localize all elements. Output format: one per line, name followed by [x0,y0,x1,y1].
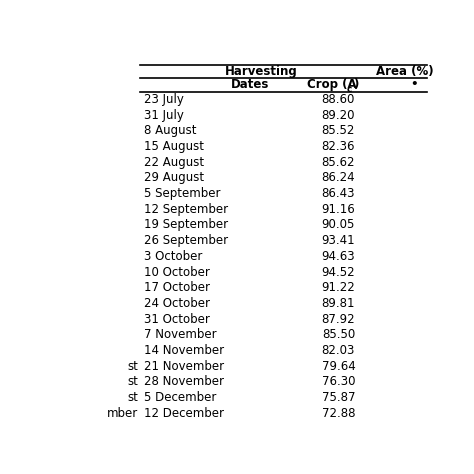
Text: 90.05: 90.05 [322,219,355,231]
Text: 87.92: 87.92 [322,313,355,326]
Text: 3 October: 3 October [144,250,202,263]
Text: st: st [128,391,138,404]
Text: Area (%): Area (%) [376,65,433,78]
Text: 31 October: 31 October [144,313,210,326]
Text: 12 December: 12 December [144,407,224,420]
Text: mber: mber [107,407,138,420]
Text: 19 September: 19 September [144,219,228,231]
Text: 88.60: 88.60 [322,93,355,106]
Text: st: st [128,360,138,373]
Text: 8 August: 8 August [144,124,196,137]
Text: 15 August: 15 August [144,140,204,153]
Text: 29 August: 29 August [144,172,204,184]
Text: Crop (A: Crop (A [307,79,357,91]
Text: 76.30: 76.30 [322,375,355,388]
Text: Dates: Dates [231,79,269,91]
Text: c: c [347,85,352,94]
Text: 79.64: 79.64 [321,360,356,373]
Text: 86.24: 86.24 [322,172,355,184]
Text: 31 July: 31 July [144,109,183,122]
Text: 85.50: 85.50 [322,328,355,341]
Text: 14 November: 14 November [144,344,224,357]
Text: 91.22: 91.22 [321,281,356,294]
Text: 94.63: 94.63 [322,250,355,263]
Text: ): ) [353,79,358,91]
Text: 94.52: 94.52 [322,265,355,279]
Text: 7 November: 7 November [144,328,216,341]
Text: 93.41: 93.41 [322,234,355,247]
Text: 12 September: 12 September [144,203,228,216]
Text: 75.87: 75.87 [322,391,355,404]
Text: st: st [128,375,138,388]
Text: 22 August: 22 August [144,155,204,169]
Text: 86.43: 86.43 [322,187,355,200]
Text: 23 July: 23 July [144,93,183,106]
Text: 24 October: 24 October [144,297,210,310]
Text: Harvesting: Harvesting [225,65,298,78]
Text: 17 October: 17 October [144,281,210,294]
Text: 21 November: 21 November [144,360,224,373]
Text: 89.20: 89.20 [322,109,355,122]
Text: 28 November: 28 November [144,375,224,388]
Text: 91.16: 91.16 [321,203,356,216]
Text: 5 December: 5 December [144,391,216,404]
Text: 10 October: 10 October [144,265,210,279]
Text: 89.81: 89.81 [322,297,355,310]
Text: 5 September: 5 September [144,187,220,200]
Text: 26 September: 26 September [144,234,228,247]
Text: 82.03: 82.03 [322,344,355,357]
Text: 72.88: 72.88 [322,407,355,420]
Text: 82.36: 82.36 [322,140,355,153]
Text: 85.52: 85.52 [322,124,355,137]
Text: •: • [410,79,418,91]
Text: 85.62: 85.62 [322,155,355,169]
